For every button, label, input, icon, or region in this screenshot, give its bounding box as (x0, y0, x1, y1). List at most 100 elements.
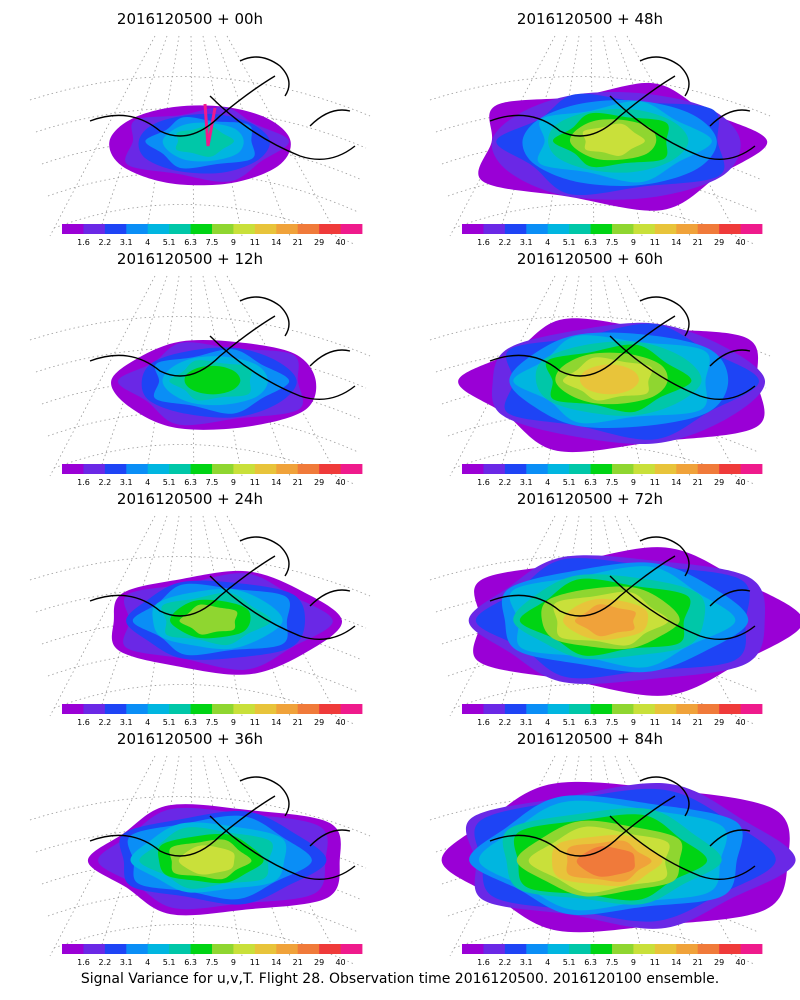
colorbar-tick-label: 9 (231, 718, 236, 727)
colorbar-tick-label: 14 (671, 718, 681, 727)
colorbar-swatch (504, 944, 527, 954)
panel-title: 2016120500 + 84h (517, 730, 663, 748)
colorbar-tick-label: 2.2 (498, 478, 511, 487)
colorbar-tick-label: 14 (671, 478, 681, 487)
colorbar-tick-label: 3.1 (520, 718, 533, 727)
colorbar-tick-label: 1.6 (77, 238, 90, 247)
colorbar-tick-label: 6.3 (184, 718, 197, 727)
colorbar-swatch (276, 944, 299, 954)
colorbar-swatch (62, 704, 84, 714)
colorbar-swatch (462, 704, 484, 714)
variance-contour (175, 125, 235, 157)
graticule-line (47, 412, 359, 453)
graticule-line (49, 515, 156, 717)
colorbar-swatch (276, 704, 299, 714)
colorbar-swatch (169, 464, 191, 474)
colorbar-tick-label: 4 (145, 478, 150, 487)
colorbar-tick-label: 7.5 (206, 478, 219, 487)
colorbar-tick-label: 1.6 (77, 958, 90, 967)
colorbar-tick-label: 2.2 (498, 238, 511, 247)
colorbar-tick-label: 21 (693, 478, 703, 487)
colorbar-tick-label: 7.5 (606, 478, 619, 487)
colorbar-swatch (590, 704, 613, 714)
colorbar-tick-label: 4 (145, 238, 150, 247)
colorbar-swatch (569, 944, 591, 954)
colorbar-swatch (297, 464, 320, 474)
colorbar-swatch (319, 704, 341, 714)
colorbar-tick-label: 5.1 (163, 478, 176, 487)
colorbar-tick-label: 4 (545, 718, 550, 727)
colorbar-tick-label: 40 (335, 238, 345, 247)
colorbar-tick-label: 6.3 (184, 958, 197, 967)
map-area (429, 275, 785, 485)
colorbar-tick-label: 14 (271, 238, 281, 247)
map-area (429, 35, 785, 245)
colorbar-swatch (190, 464, 213, 474)
colorbar-tick-label: 5.1 (563, 478, 576, 487)
graticule-line (97, 515, 168, 717)
colorbar-swatch (676, 944, 699, 954)
colorbar-tick-label: 40 (735, 958, 745, 967)
colorbar-tick-label: 9 (231, 478, 236, 487)
colorbar-swatch (297, 944, 320, 954)
colorbar-tick-label: 3.1 (120, 478, 133, 487)
colorbar-tick-label: 1.6 (477, 478, 490, 487)
map-area (429, 755, 796, 965)
colorbar-swatch (340, 464, 363, 474)
colorbar-tick-label: 11 (650, 718, 660, 727)
colorbar-tick-label: 29 (714, 718, 724, 727)
colorbar-swatch (462, 944, 484, 954)
colorbar-swatch (547, 464, 570, 474)
colorbar-swatch (740, 224, 763, 234)
colorbar-tick-label: 6.3 (184, 238, 197, 247)
colorbar-swatch (126, 464, 149, 474)
colorbar-swatch (483, 944, 506, 954)
graticule-line (97, 275, 168, 477)
graticule-line (497, 515, 568, 717)
colorbar-tick-label: 29 (714, 478, 724, 487)
coastline (89, 296, 356, 400)
colorbar-swatch (147, 464, 170, 474)
graticule-line (429, 316, 771, 357)
colorbar-tick-label: 3.1 (520, 958, 533, 967)
colorbar-swatch (654, 704, 677, 714)
colorbar-tick-label: 6.3 (584, 478, 597, 487)
colorbar-tick-label: 5.1 (563, 238, 576, 247)
colorbar-tick-label: 3.1 (120, 718, 133, 727)
colorbar-tick-label: 1.6 (77, 478, 90, 487)
colorbar-swatch (676, 224, 699, 234)
colorbar-swatch (212, 224, 234, 234)
graticule-line (29, 556, 371, 597)
colorbar-swatch (547, 944, 570, 954)
colorbar-tick-label: 2.2 (498, 718, 511, 727)
coastline (489, 536, 756, 640)
colorbar-tick-label: 7.5 (606, 238, 619, 247)
colorbar-tick-label: 4 (545, 478, 550, 487)
colorbar-swatch (254, 464, 277, 474)
map-area (29, 515, 385, 725)
colorbar-swatch (697, 464, 720, 474)
colorbar-tick-label: 29 (314, 958, 324, 967)
graticule-line (49, 35, 156, 237)
forecast-panel: 2016120500 + 12h 1.6 2.2 3.1 4 5.1 6.3 7.5 9 11 14… (29, 250, 385, 487)
colorbar-tick-label: 11 (650, 958, 660, 967)
colorbar-tick-label: 21 (293, 718, 303, 727)
colorbar-tick-label: 21 (693, 958, 703, 967)
coastline (489, 776, 756, 880)
colorbar-tick-label: 6.3 (584, 238, 597, 247)
colorbar-swatch (212, 944, 234, 954)
graticule-line (29, 316, 371, 357)
colorbar-swatch (676, 464, 699, 474)
colorbar-tick-label: 6.3 (584, 958, 597, 967)
colorbar-tick-label: 6.3 (184, 478, 197, 487)
forecast-panel: 2016120500 + 60h 1.6 2.2 3.1 4 5.1 6.3 7.5 9 11 14… (429, 250, 785, 487)
colorbar-tick-label: 5.1 (563, 958, 576, 967)
colorbar-tick-label: 21 (293, 958, 303, 967)
colorbar-tick-label: 7.5 (206, 238, 219, 247)
colorbar-tick-label: 3.1 (520, 238, 533, 247)
colorbar-swatch (654, 944, 677, 954)
colorbar-tick-label: 7.5 (206, 958, 219, 967)
coastline (489, 56, 756, 160)
colorbar: 1.6 2.2 3.1 4 5.1 6.3 7.5 9 11 14 21 29 40 (62, 944, 363, 967)
